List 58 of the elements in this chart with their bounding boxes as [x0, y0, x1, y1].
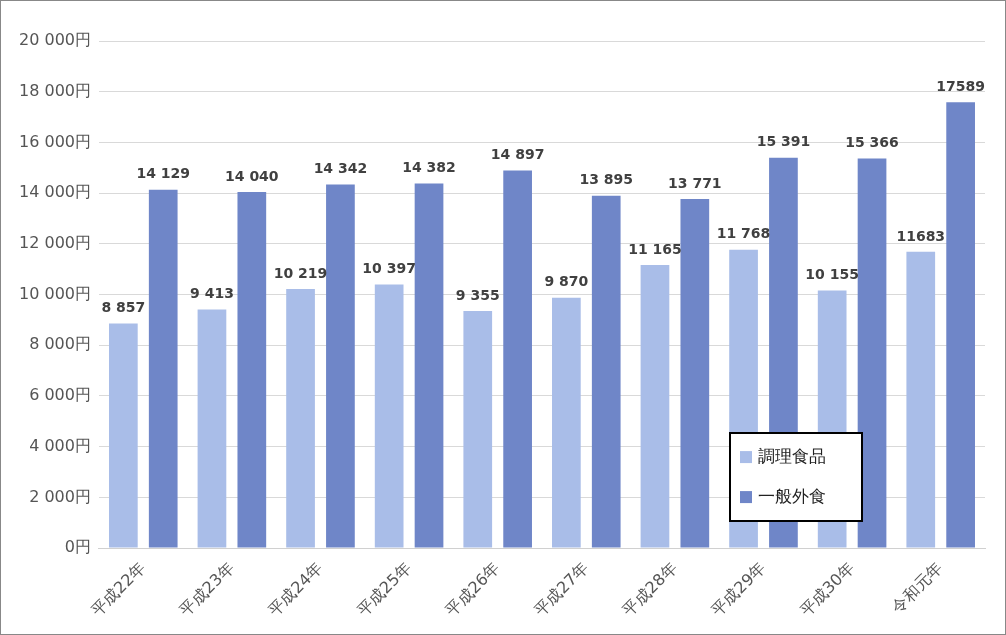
data-label: 17589	[936, 77, 985, 94]
data-label: 15 391	[756, 133, 811, 150]
bar	[591, 195, 621, 548]
y-tick-label: 10 000円	[19, 283, 91, 303]
bar	[640, 265, 670, 548]
bar	[552, 297, 581, 548]
y-tick-label: 12 000円	[19, 232, 91, 252]
bar	[503, 170, 532, 548]
y-tick-label: 6 000円	[29, 385, 91, 405]
bar	[857, 158, 887, 548]
data-label: 14 897	[490, 146, 545, 163]
bar	[148, 189, 178, 548]
bar	[197, 309, 227, 548]
bar	[326, 184, 355, 548]
x-tick-label: 平成25年	[353, 558, 415, 620]
bar	[237, 192, 267, 548]
data-label: 9 413	[190, 285, 234, 302]
x-tick-label: 平成30年	[796, 558, 858, 620]
data-label: 14 342	[313, 160, 368, 177]
y-tick-label: 18 000円	[19, 80, 91, 100]
y-tick-label: 4 000円	[29, 435, 91, 455]
data-label: 9 355	[455, 286, 500, 303]
data-label: 13 771	[668, 174, 722, 191]
x-tick-label: 平成26年	[441, 558, 504, 620]
data-label: 11 165	[628, 240, 682, 257]
data-label: 11683	[896, 227, 946, 244]
data-label: 14 129	[136, 165, 191, 182]
y-tick-label: 2 000円	[29, 486, 91, 506]
data-label: 13 895	[579, 171, 634, 188]
data-label: 14 040	[225, 167, 279, 184]
data-label: 15 366	[845, 134, 899, 151]
bar	[286, 288, 315, 548]
data-label: 10 155	[805, 266, 859, 283]
legend-label: 調理食品	[758, 445, 826, 466]
y-tick-label: 8 000円	[29, 334, 91, 354]
bar	[680, 198, 710, 548]
x-tick-label: 平成24年	[264, 558, 327, 620]
x-tick-label: 平成23年	[175, 558, 238, 620]
x-tick-label: 平成27年	[530, 558, 593, 620]
data-label: 8 857	[101, 299, 146, 316]
y-tick-label: 20 000円	[19, 30, 91, 50]
bar	[463, 310, 493, 548]
bar	[374, 284, 404, 548]
bar	[109, 323, 138, 548]
bar	[906, 251, 936, 548]
data-label: 10 397	[362, 260, 416, 277]
y-tick-label: 14 000円	[19, 182, 91, 202]
y-tick-label: 16 000円	[19, 131, 91, 151]
x-tick-label: 平成28年	[618, 558, 681, 620]
legend-label: 一般外食	[758, 485, 826, 506]
data-label: 9 870	[544, 273, 589, 290]
x-tick-label: 平成29年	[707, 558, 770, 620]
data-label: 14 382	[402, 159, 456, 176]
x-tick-label: 平成22年	[87, 558, 150, 620]
y-tick-label: 0円	[64, 537, 91, 557]
bar	[946, 102, 975, 548]
x-tick-label: 令和元年	[887, 558, 947, 617]
bar	[414, 183, 444, 548]
